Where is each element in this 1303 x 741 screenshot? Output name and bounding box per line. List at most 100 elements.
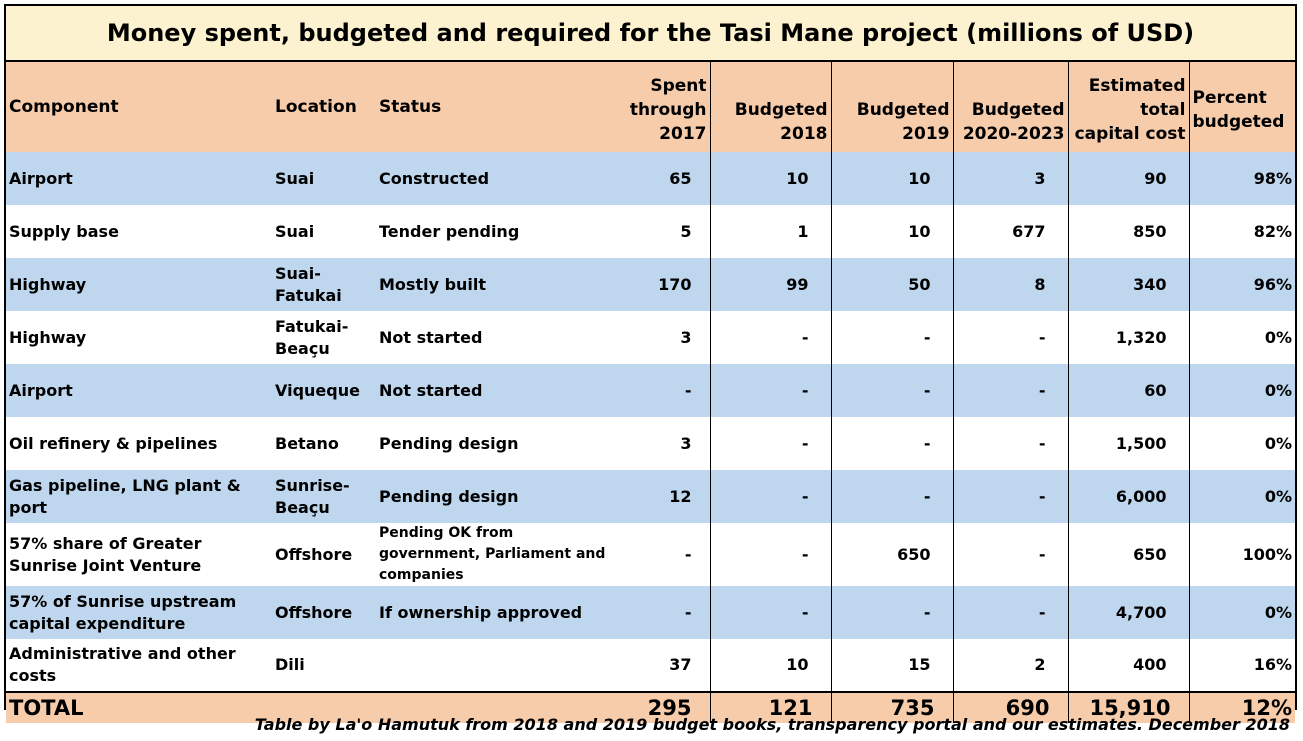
header-spent-line1: Spent bbox=[650, 76, 707, 96]
cell-budgeted-2019: 650 bbox=[830, 523, 953, 586]
cell-location: Offshore bbox=[275, 544, 353, 564]
cell-component: Supply base bbox=[9, 221, 119, 241]
cell-spent: 65 bbox=[669, 168, 692, 188]
cell-component: 57% share of Greater Sunrise Joint Ventu… bbox=[9, 533, 202, 575]
cell-location: Offshore bbox=[275, 602, 353, 622]
total-location-empty bbox=[272, 691, 376, 723]
total-b2018: 121 bbox=[709, 691, 831, 723]
cell-spent: 5 bbox=[680, 221, 692, 241]
cell-component: Administrative and other costs bbox=[9, 644, 236, 685]
cell-budgeted-2018: - bbox=[709, 417, 831, 470]
cell-estimated-total: 850 bbox=[1067, 205, 1189, 258]
header-spent-line2: through bbox=[629, 100, 707, 120]
cell-component: Airport bbox=[9, 168, 73, 188]
cell-spent: - bbox=[684, 602, 692, 622]
cell-budgeted-2020-2023: - bbox=[952, 364, 1068, 417]
header-row: Component Location Status Spent through … bbox=[6, 62, 1295, 152]
cell-status: Pending design bbox=[379, 486, 519, 506]
cell-estimated-total: 400 bbox=[1067, 639, 1189, 692]
header-total-line1: Estimated bbox=[1088, 76, 1186, 96]
cell-status: Not started bbox=[379, 327, 483, 347]
cell-status: Not started bbox=[379, 380, 483, 400]
table-frame: Money spent, budgeted and required for t… bbox=[4, 4, 1297, 723]
cell-budgeted-2018: 1 bbox=[709, 205, 831, 258]
cell-budgeted-2019: - bbox=[830, 586, 953, 639]
table-row: 57% share of Greater Sunrise Joint Ventu… bbox=[6, 523, 1295, 586]
cell-spent: 3 bbox=[680, 433, 692, 453]
cell-location: Betano bbox=[275, 433, 339, 453]
cell-location: Dili bbox=[275, 655, 305, 674]
cell-location: Viqueque bbox=[275, 380, 360, 400]
table-title: Money spent, budgeted and required for t… bbox=[6, 6, 1295, 62]
header-pct-line1: Percent bbox=[1192, 88, 1267, 108]
header-spent: Spent through 2017 bbox=[618, 62, 710, 152]
cell-budgeted-2020-2023: 677 bbox=[952, 205, 1068, 258]
cell-location: Suai bbox=[275, 168, 315, 188]
budget-table: Component Location Status Spent through … bbox=[6, 62, 1295, 723]
cell-component: Highway bbox=[9, 274, 87, 294]
cell-estimated-total: 4,700 bbox=[1067, 586, 1189, 639]
cell-status: Pending design bbox=[379, 433, 519, 453]
header-total-line3: capital cost bbox=[1074, 124, 1186, 144]
header-b2020-line2: 2020-2023 bbox=[962, 124, 1065, 144]
table-row: Airport Suai Constructed 65 10 10 3 90 98% bbox=[6, 152, 1295, 205]
cell-status: Constructed bbox=[379, 168, 490, 188]
cell-budgeted-2019: - bbox=[830, 364, 953, 417]
header-pct-line2: budgeted bbox=[1192, 112, 1285, 132]
cell-percent-budgeted: 100% bbox=[1188, 523, 1295, 586]
cell-percent-budgeted: 0% bbox=[1188, 417, 1295, 470]
total-b2020: 690 bbox=[952, 691, 1068, 723]
table-row: Gas pipeline, LNG plant & port Sunrise-Be… bbox=[6, 470, 1295, 523]
cell-budgeted-2018: 10 bbox=[709, 639, 831, 692]
cell-component: 57% of Sunrise upstream capital expendit… bbox=[9, 591, 237, 633]
table-row: 57% of Sunrise upstream capital expendit… bbox=[6, 586, 1295, 639]
cell-component: Oil refinery & pipelines bbox=[9, 433, 218, 453]
header-b2019-line1: Budgeted bbox=[856, 100, 950, 120]
cell-component: Highway bbox=[9, 327, 87, 347]
header-budgeted-2020-2023: Budgeted 2020-2023 bbox=[952, 62, 1068, 152]
header-b2018-line2: 2018 bbox=[780, 124, 828, 144]
cell-budgeted-2019: - bbox=[830, 311, 953, 364]
cell-location: Suai bbox=[275, 221, 315, 241]
cell-estimated-total: 60 bbox=[1067, 364, 1189, 417]
cell-percent-budgeted: 82% bbox=[1188, 205, 1295, 258]
cell-status: Mostly built bbox=[379, 274, 487, 294]
header-status: Status bbox=[379, 97, 442, 117]
cell-status: Tender pending bbox=[379, 221, 520, 241]
cell-budgeted-2018: - bbox=[709, 364, 831, 417]
cell-percent-budgeted: 0% bbox=[1188, 470, 1295, 523]
header-b2019-line2: 2019 bbox=[902, 124, 950, 144]
total-capital-cost: 15,910 bbox=[1067, 691, 1189, 723]
cell-estimated-total: 340 bbox=[1067, 258, 1189, 311]
cell-budgeted-2020-2023: - bbox=[952, 523, 1068, 586]
cell-budgeted-2018: 99 bbox=[709, 258, 831, 311]
cell-budgeted-2019: - bbox=[830, 417, 953, 470]
cell-percent-budgeted: 0% bbox=[1188, 364, 1295, 417]
header-location: Location bbox=[275, 97, 357, 117]
cell-spent: - bbox=[684, 544, 692, 564]
cell-percent-budgeted: 96% bbox=[1188, 258, 1295, 311]
cell-spent: 170 bbox=[658, 274, 692, 294]
cell-budgeted-2019: 15 bbox=[830, 639, 953, 692]
total-row: TOTAL 295 121 735 690 15,910 12% bbox=[6, 691, 1295, 723]
cell-budgeted-2018: - bbox=[709, 470, 831, 523]
header-total-line2: total bbox=[1140, 100, 1186, 120]
header-percent-budgeted: Percent budgeted bbox=[1188, 62, 1295, 152]
cell-status: Pending OK from government, Parliament a… bbox=[379, 525, 606, 583]
cell-budgeted-2020-2023: - bbox=[952, 311, 1068, 364]
table-row: Oil refinery & pipelines Betano Pending de… bbox=[6, 417, 1295, 470]
cell-location: Sunrise-Beaçu bbox=[275, 475, 350, 517]
table-row: Administrative and other costs Dili 37 10 15… bbox=[6, 639, 1295, 692]
total-label: TOTAL bbox=[6, 691, 272, 723]
header-budgeted-2018: Budgeted 2018 bbox=[709, 62, 831, 152]
cell-budgeted-2019: 50 bbox=[830, 258, 953, 311]
cell-budgeted-2020-2023: 2 bbox=[952, 639, 1068, 692]
cell-location: Fatukai-Beaçu bbox=[275, 316, 349, 358]
total-percent: 12% bbox=[1188, 691, 1295, 723]
cell-budgeted-2018: - bbox=[709, 311, 831, 364]
cell-budgeted-2019: - bbox=[830, 470, 953, 523]
cell-budgeted-2019: 10 bbox=[830, 152, 953, 205]
cell-estimated-total: 6,000 bbox=[1067, 470, 1189, 523]
cell-estimated-total: 1,320 bbox=[1067, 311, 1189, 364]
source-footnote: Table by La'o Hamutuk from 2018 and 2019… bbox=[254, 715, 1290, 734]
